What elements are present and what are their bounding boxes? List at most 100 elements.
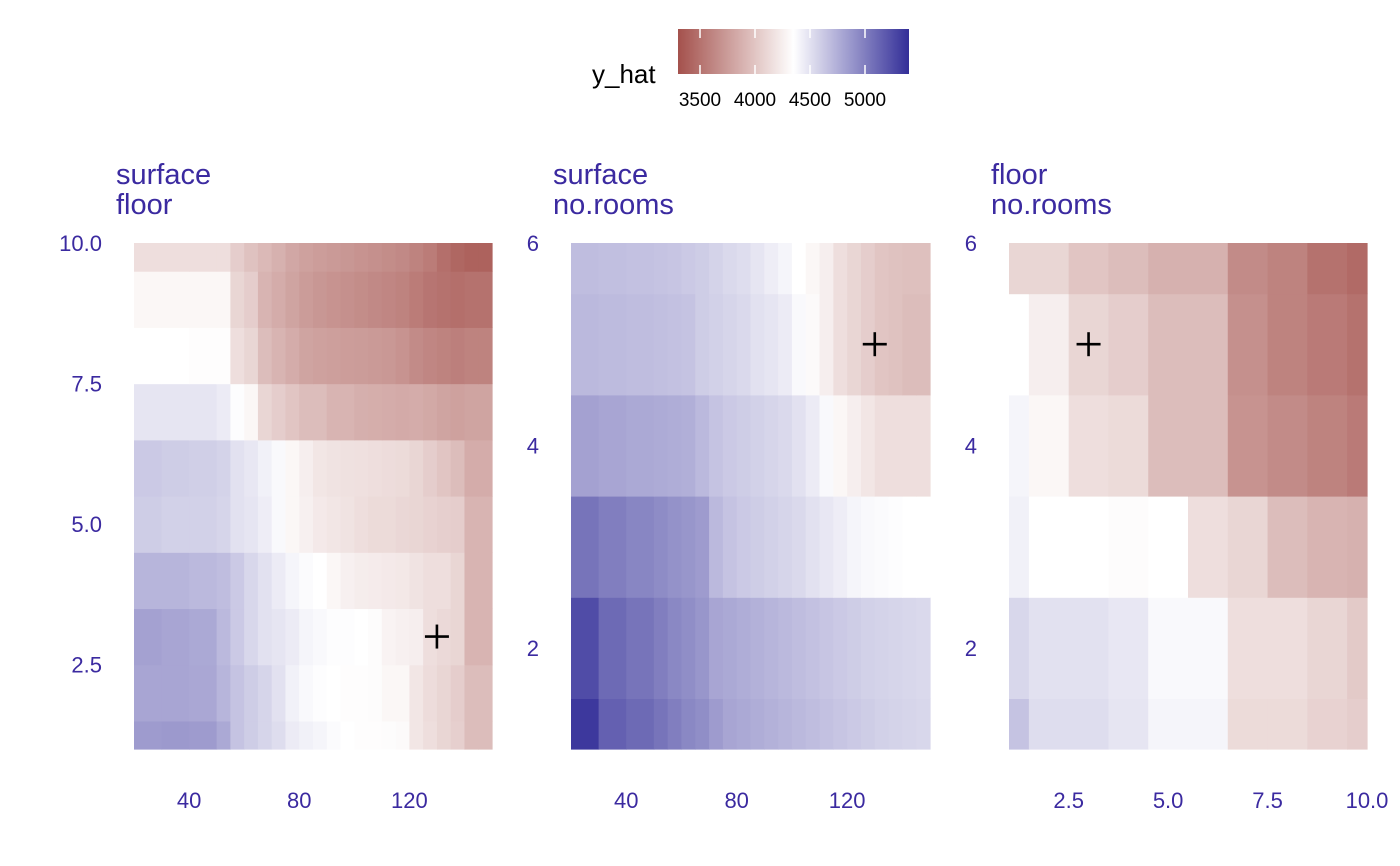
heatmap-cell [450,552,466,610]
heatmap-cell [313,608,328,666]
x-tick-label: 80 [724,788,748,813]
heatmap-cell [354,243,369,272]
color-legend: y_hat 3500 4000 4500 5000 [592,29,909,111]
heatmap-cell [819,243,834,295]
heatmap-cell [161,439,190,497]
heatmap-cell [450,608,466,666]
heatmap-cell [736,243,752,295]
heatmap-cell [381,327,397,385]
heatmap-cell [598,496,627,598]
heatmap-cell [257,327,273,385]
heatmap-cell [819,698,834,750]
heatmap-cell [354,439,369,497]
heatmap-cell [833,597,848,699]
heatmap-cell [161,327,190,385]
heatmap-cell [571,597,600,699]
heatmap-cell [1068,496,1110,598]
y-tick-label: 4 [527,433,539,458]
heatmap-cell [695,698,710,750]
x-tick-label: 80 [287,788,311,813]
heatmap-cell [847,293,862,396]
heatmap-cell [1068,394,1110,497]
heatmap-cell [1148,394,1189,497]
heatmap-cell [1148,698,1189,750]
panel-title-line-1: floor [991,159,1048,191]
heatmap-cell [709,698,724,750]
heatmap-cell [161,664,190,722]
heatmap-cell [423,496,438,553]
heatmap-cell [464,608,479,666]
heatmap-cell [450,271,466,328]
heatmap-cell [778,293,793,396]
heatmap-cell [874,597,890,699]
heatmap-cell [709,293,724,396]
heatmap-cell [340,552,355,610]
heatmap-cell [681,698,696,750]
x-tick-label: 120 [829,788,866,813]
heatmap-cell [598,243,627,295]
heatmap-cell [161,383,190,441]
heatmap-cell [1108,698,1149,750]
heatmap-cell [598,394,627,497]
heatmap-cell [819,394,834,497]
heatmap-cell [354,327,369,385]
heatmap-cell [368,383,383,441]
heatmap-cell [736,496,752,598]
heatmap-cell [695,293,710,396]
current-point-cross [424,624,449,649]
heatmap-cell [423,383,438,441]
heatmap-cell [1307,394,1348,497]
heatmap-cell [847,496,862,598]
heatmap-cell [423,439,438,497]
heatmap-cell [271,664,287,722]
heatmap-cell [395,243,410,272]
heatmap-cell [409,608,424,666]
legend-title: y_hat [592,59,656,89]
heatmap-cell [1307,698,1348,750]
heatmap-cell [902,243,917,295]
heatmap-cell [478,552,493,610]
heatmap-cell [626,394,655,497]
heatmap-cell [1347,698,1368,750]
heatmap-cell [189,720,218,750]
heatmap-cell [381,243,397,272]
heatmap-cell [381,664,397,722]
heatmap-cell [257,439,273,497]
y-tick-label: 7.5 [71,372,102,397]
heatmap-cell [189,552,218,610]
heatmap-cell [285,439,300,497]
heatmap-cell [750,293,765,396]
heatmap-cell [326,327,342,385]
heatmap-cell [1188,293,1229,396]
heatmap-cell [722,394,738,497]
heatmap-cell [667,496,683,598]
heatmap-cell [161,271,190,328]
heatmap-cell [313,552,328,610]
heatmap-cell [667,394,683,497]
heatmap-cell [257,664,273,722]
heatmap-cell [667,293,683,396]
heatmap-cell [230,664,245,722]
heatmap-cell [354,608,369,666]
heatmap-cell [1009,597,1030,699]
heatmap-cell [667,597,683,699]
heatmap-cell [1028,394,1070,497]
heatmap-cell [888,394,903,497]
heatmap-cell [478,243,493,272]
heatmap-cell [750,698,765,750]
heatmap-cell [216,271,231,328]
heatmap-cell [764,597,779,699]
heatmap-cell [695,394,710,497]
heatmap-cell [1028,496,1070,598]
heatmap-cell [257,243,273,272]
heatmap-cell [285,243,300,272]
heatmap-cell [354,552,369,610]
heatmap-cell [1148,243,1189,295]
heatmap-cell [916,293,931,396]
current-point-cross [862,332,887,357]
heatmap-cell [709,496,724,598]
heatmap-cell [681,597,696,699]
heatmap-cell [598,597,627,699]
heatmap-cell [791,394,807,497]
